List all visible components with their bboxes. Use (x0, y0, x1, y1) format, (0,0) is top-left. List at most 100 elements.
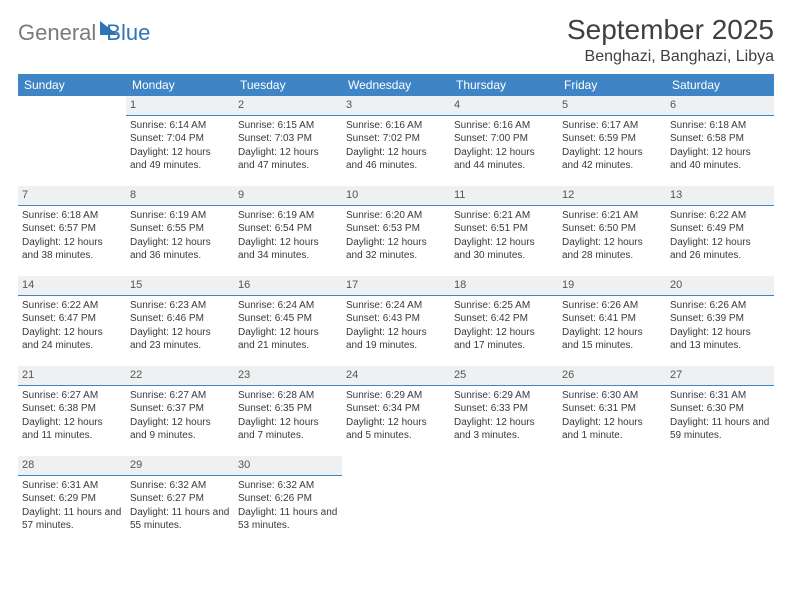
calendar-day-cell: 9Sunrise: 6:19 AMSunset: 6:54 PMDaylight… (234, 186, 342, 276)
calendar-day-cell: 15Sunrise: 6:23 AMSunset: 6:46 PMDayligh… (126, 276, 234, 366)
day-body: Sunrise: 6:31 AMSunset: 6:30 PMDaylight:… (666, 386, 774, 447)
sunset-text: Sunset: 6:42 PM (454, 312, 554, 326)
sunset-text: Sunset: 6:51 PM (454, 222, 554, 236)
sunrise-text: Sunrise: 6:18 AM (670, 119, 770, 133)
sunrise-text: Sunrise: 6:14 AM (130, 119, 230, 133)
sunset-text: Sunset: 6:30 PM (670, 402, 770, 416)
sunrise-text: Sunrise: 6:15 AM (238, 119, 338, 133)
day-body: Sunrise: 6:16 AMSunset: 7:02 PMDaylight:… (342, 116, 450, 177)
day-body: Sunrise: 6:16 AMSunset: 7:00 PMDaylight:… (450, 116, 558, 177)
daylight-text: Daylight: 12 hours and 11 minutes. (22, 416, 122, 443)
day-number: 29 (126, 456, 234, 476)
sunset-text: Sunset: 6:46 PM (130, 312, 230, 326)
day-body: Sunrise: 6:21 AMSunset: 6:50 PMDaylight:… (558, 206, 666, 267)
calendar-day-cell (558, 456, 666, 546)
calendar-day-cell (342, 456, 450, 546)
sunrise-text: Sunrise: 6:21 AM (454, 209, 554, 223)
day-number: 19 (558, 276, 666, 296)
calendar-week-row: 14Sunrise: 6:22 AMSunset: 6:47 PMDayligh… (18, 276, 774, 366)
calendar-day-cell: 25Sunrise: 6:29 AMSunset: 6:33 PMDayligh… (450, 366, 558, 456)
sunrise-text: Sunrise: 6:26 AM (670, 299, 770, 313)
day-body: Sunrise: 6:28 AMSunset: 6:35 PMDaylight:… (234, 386, 342, 447)
day-number: 16 (234, 276, 342, 296)
calendar-day-cell: 8Sunrise: 6:19 AMSunset: 6:55 PMDaylight… (126, 186, 234, 276)
sunrise-text: Sunrise: 6:22 AM (670, 209, 770, 223)
sunset-text: Sunset: 7:00 PM (454, 132, 554, 146)
sunrise-text: Sunrise: 6:30 AM (562, 389, 662, 403)
daylight-text: Daylight: 12 hours and 19 minutes. (346, 326, 446, 353)
sunset-text: Sunset: 6:55 PM (130, 222, 230, 236)
calendar-day-cell: 7Sunrise: 6:18 AMSunset: 6:57 PMDaylight… (18, 186, 126, 276)
sunset-text: Sunset: 7:02 PM (346, 132, 446, 146)
day-body: Sunrise: 6:17 AMSunset: 6:59 PMDaylight:… (558, 116, 666, 177)
daylight-text: Daylight: 12 hours and 3 minutes. (454, 416, 554, 443)
day-number: 13 (666, 186, 774, 206)
calendar-day-cell: 19Sunrise: 6:26 AMSunset: 6:41 PMDayligh… (558, 276, 666, 366)
calendar-table: SundayMondayTuesdayWednesdayThursdayFrid… (18, 74, 774, 546)
sunrise-text: Sunrise: 6:22 AM (22, 299, 122, 313)
calendar-day-cell: 17Sunrise: 6:24 AMSunset: 6:43 PMDayligh… (342, 276, 450, 366)
daylight-text: Daylight: 12 hours and 30 minutes. (454, 236, 554, 263)
day-number: 30 (234, 456, 342, 476)
day-number: 17 (342, 276, 450, 296)
day-number: 12 (558, 186, 666, 206)
brand-logo: General Blue (18, 20, 150, 46)
daylight-text: Daylight: 12 hours and 21 minutes. (238, 326, 338, 353)
sunrise-text: Sunrise: 6:19 AM (238, 209, 338, 223)
brand-part1: General (18, 20, 96, 46)
daylight-text: Daylight: 12 hours and 49 minutes. (130, 146, 230, 173)
calendar-day-cell: 14 Sunrise: 6:22 AMSunset: 6:47 PMDayligh… (18, 276, 126, 366)
sunrise-text: Sunrise: 6:17 AM (562, 119, 662, 133)
day-number: 5 (558, 96, 666, 116)
weekday-header: Friday (558, 74, 666, 96)
weekday-header: Wednesday (342, 74, 450, 96)
calendar-day-cell: 22Sunrise: 6:27 AMSunset: 6:37 PMDayligh… (126, 366, 234, 456)
day-number: 18 (450, 276, 558, 296)
day-body: Sunrise: 6:23 AMSunset: 6:46 PMDaylight:… (126, 296, 234, 357)
sunset-text: Sunset: 6:27 PM (130, 492, 230, 506)
calendar-body: 1Sunrise: 6:14 AMSunset: 7:04 PMDaylight… (18, 96, 774, 546)
sunset-text: Sunset: 6:41 PM (562, 312, 662, 326)
day-body: Sunrise: 6:22 AMSunset: 6:49 PMDaylight:… (666, 206, 774, 267)
sunrise-text: Sunrise: 6:19 AM (130, 209, 230, 223)
day-number: 7 (18, 186, 126, 206)
sunset-text: Sunset: 6:33 PM (454, 402, 554, 416)
day-body: Sunrise: 6:27 AMSunset: 6:37 PMDaylight:… (126, 386, 234, 447)
sunset-text: Sunset: 7:04 PM (130, 132, 230, 146)
day-number: 14 (18, 276, 126, 296)
daylight-text: Daylight: 12 hours and 7 minutes. (238, 416, 338, 443)
sunset-text: Sunset: 6:31 PM (562, 402, 662, 416)
calendar-day-cell: 30Sunrise: 6:32 AMSunset: 6:26 PMDayligh… (234, 456, 342, 546)
calendar-day-cell: 11Sunrise: 6:21 AMSunset: 6:51 PMDayligh… (450, 186, 558, 276)
sunrise-text: Sunrise: 6:31 AM (22, 479, 122, 493)
calendar-day-cell: 4Sunrise: 6:16 AMSunset: 7:00 PMDaylight… (450, 96, 558, 186)
day-number: 6 (666, 96, 774, 116)
day-number: 26 (558, 366, 666, 386)
day-body: Sunrise: 6:32 AMSunset: 6:26 PMDaylight:… (234, 476, 342, 537)
calendar-day-cell: 28Sunrise: 6:31 AMSunset: 6:29 PMDayligh… (18, 456, 126, 546)
day-body: Sunrise: 6:24 AMSunset: 6:45 PMDaylight:… (234, 296, 342, 357)
day-number: 28 (18, 456, 126, 476)
sunrise-text: Sunrise: 6:16 AM (346, 119, 446, 133)
calendar-day-cell (666, 456, 774, 546)
daylight-text: Daylight: 12 hours and 23 minutes. (130, 326, 230, 353)
daylight-text: Daylight: 12 hours and 24 minutes. (22, 326, 122, 353)
daylight-text: Daylight: 12 hours and 36 minutes. (130, 236, 230, 263)
day-number: 25 (450, 366, 558, 386)
day-body: Sunrise: 6:32 AMSunset: 6:27 PMDaylight:… (126, 476, 234, 537)
day-number: 24 (342, 366, 450, 386)
sunset-text: Sunset: 6:38 PM (22, 402, 122, 416)
day-body: Sunrise: 6:21 AMSunset: 6:51 PMDaylight:… (450, 206, 558, 267)
day-body: Sunrise: 6:26 AMSunset: 6:41 PMDaylight:… (558, 296, 666, 357)
sunset-text: Sunset: 6:35 PM (238, 402, 338, 416)
sunrise-text: Sunrise: 6:29 AM (346, 389, 446, 403)
sunrise-text: Sunrise: 6:27 AM (22, 389, 122, 403)
daylight-text: Daylight: 12 hours and 15 minutes. (562, 326, 662, 353)
day-body: Sunrise: 6:25 AMSunset: 6:42 PMDaylight:… (450, 296, 558, 357)
sunset-text: Sunset: 6:47 PM (22, 312, 122, 326)
sunrise-text: Sunrise: 6:32 AM (238, 479, 338, 493)
daylight-text: Daylight: 12 hours and 38 minutes. (22, 236, 122, 263)
calendar-week-row: 28Sunrise: 6:31 AMSunset: 6:29 PMDayligh… (18, 456, 774, 546)
calendar-week-row: 1Sunrise: 6:14 AMSunset: 7:04 PMDaylight… (18, 96, 774, 186)
calendar-day-cell: 6Sunrise: 6:18 AMSunset: 6:58 PMDaylight… (666, 96, 774, 186)
